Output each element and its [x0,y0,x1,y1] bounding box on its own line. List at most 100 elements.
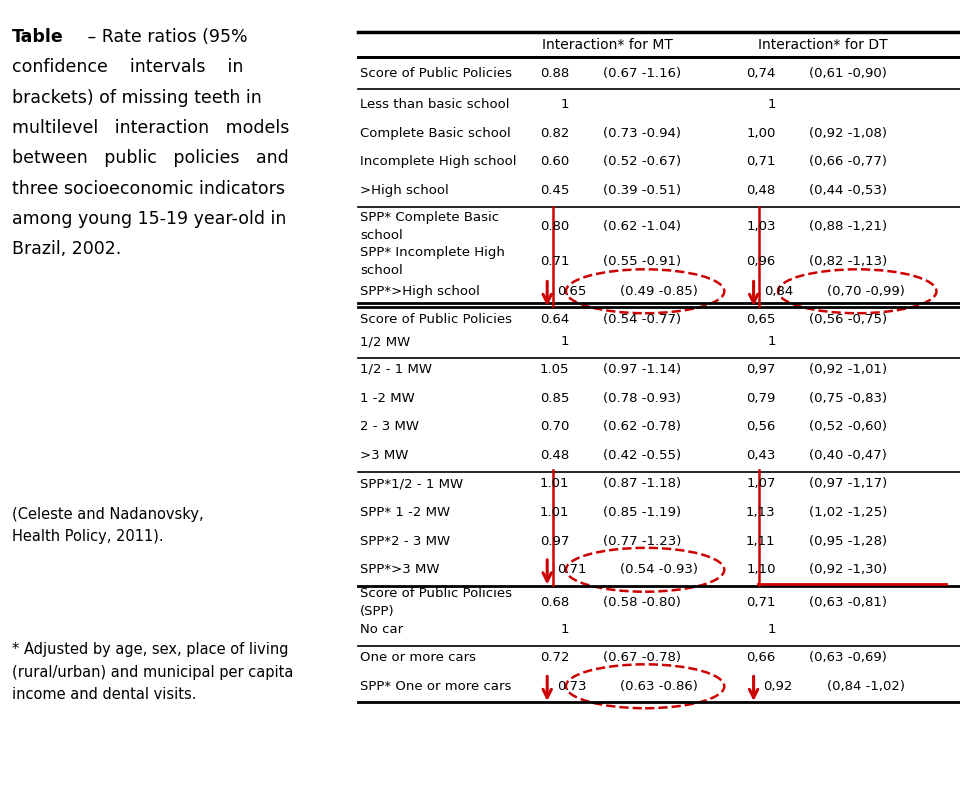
Text: Less than basic school: Less than basic school [360,98,510,111]
Text: (0,56 -0,75): (0,56 -0,75) [809,313,887,326]
Text: Score of Public Policies: Score of Public Policies [360,67,512,80]
Text: 1.01: 1.01 [540,506,569,519]
Text: (0.55 -0.91): (0.55 -0.91) [603,255,681,268]
Text: SPP* One or more cars: SPP* One or more cars [360,680,512,693]
Text: (0.73 -0.94): (0.73 -0.94) [603,127,681,140]
Text: 0.97: 0.97 [540,535,569,547]
Text: 1/2 MW: 1/2 MW [360,335,410,348]
Text: Interaction* for DT: Interaction* for DT [757,38,888,52]
Text: 1: 1 [767,98,776,111]
Text: Score of Public Policies: Score of Public Policies [360,587,512,600]
Text: 0.85: 0.85 [540,392,569,405]
Text: 1: 1 [561,335,569,348]
Text: 0.80: 0.80 [540,220,569,233]
Text: Health Policy, 2011).: Health Policy, 2011). [12,529,163,544]
Text: Brazil, 2002.: Brazil, 2002. [12,240,121,259]
Text: 0.65: 0.65 [557,285,587,298]
Text: Incomplete High school: Incomplete High school [360,156,516,168]
Text: income and dental visits.: income and dental visits. [12,687,196,702]
Text: 0,65: 0,65 [746,313,776,326]
Text: 0,92: 0,92 [763,680,793,693]
Text: 1: 1 [767,335,776,348]
Text: (0.54 -0.93): (0.54 -0.93) [620,563,698,576]
Text: 1,11: 1,11 [746,535,776,547]
Text: (0,88 -1,21): (0,88 -1,21) [809,220,887,233]
Text: 0.73: 0.73 [557,680,587,693]
Text: 1: 1 [561,623,569,636]
Text: (0.42 -0.55): (0.42 -0.55) [603,449,681,462]
Text: 1,10: 1,10 [746,563,776,576]
Text: Interaction* for MT: Interaction* for MT [542,38,673,52]
Text: 1.01: 1.01 [540,477,569,490]
Text: 2 - 3 MW: 2 - 3 MW [360,421,419,433]
Text: brackets) of missing teeth in: brackets) of missing teeth in [12,89,261,107]
Text: 0,74: 0,74 [746,67,776,80]
Text: 0.45: 0.45 [540,184,569,197]
Text: (SPP): (SPP) [360,605,395,618]
Text: school: school [360,264,403,277]
Text: (0.49 -0.85): (0.49 -0.85) [620,285,698,298]
Text: (0,70 -0,99): (0,70 -0,99) [827,285,904,298]
Text: three socioeconomic indicators: three socioeconomic indicators [12,180,284,198]
Text: (0.85 -1.19): (0.85 -1.19) [603,506,681,519]
Text: (0.39 -0.51): (0.39 -0.51) [603,184,681,197]
Text: (0,61 -0,90): (0,61 -0,90) [809,67,887,80]
Text: (rural/urban) and municipal per capita: (rural/urban) and municipal per capita [12,665,293,680]
Text: (0,92 -1,30): (0,92 -1,30) [809,563,887,576]
Text: 0,43: 0,43 [746,449,776,462]
Text: (0,95 -1,28): (0,95 -1,28) [809,535,887,547]
Text: 0.71: 0.71 [540,255,569,268]
Text: * Adjusted by age, sex, place of living: * Adjusted by age, sex, place of living [12,642,288,658]
Text: (0.67 -0.78): (0.67 -0.78) [603,651,681,664]
Text: (0.63 -0.86): (0.63 -0.86) [620,680,698,693]
Text: (0,75 -0,83): (0,75 -0,83) [809,392,887,405]
Text: SPP* 1 -2 MW: SPP* 1 -2 MW [360,506,450,519]
Text: Score of Public Policies: Score of Public Policies [360,313,512,326]
Text: (0.87 -1.18): (0.87 -1.18) [603,477,681,490]
Text: (0,52 -0,60): (0,52 -0,60) [809,421,887,433]
Text: 1 -2 MW: 1 -2 MW [360,392,415,405]
Text: SPP*1/2 - 1 MW: SPP*1/2 - 1 MW [360,477,463,490]
Text: (0.67 -1.16): (0.67 -1.16) [603,67,681,80]
Text: multilevel   interaction   models: multilevel interaction models [12,119,289,137]
Text: (0,40 -0,47): (0,40 -0,47) [809,449,887,462]
Text: (0,66 -0,77): (0,66 -0,77) [809,156,887,168]
Text: 0.48: 0.48 [540,449,569,462]
Text: (Celeste and Nadanovsky,: (Celeste and Nadanovsky, [12,507,204,522]
Text: 0.64: 0.64 [540,313,569,326]
Text: 0,96: 0,96 [747,255,776,268]
Text: 1.05: 1.05 [540,363,569,376]
Text: SPP* Incomplete High: SPP* Incomplete High [360,247,505,259]
Text: 0.82: 0.82 [540,127,569,140]
Text: 0,97: 0,97 [746,363,776,376]
Text: between   public   policies   and: between public policies and [12,149,288,168]
Text: among young 15-19 year-old in: among young 15-19 year-old in [12,210,286,228]
Text: (0,92 -1,08): (0,92 -1,08) [809,127,887,140]
Text: SPP*2 - 3 MW: SPP*2 - 3 MW [360,535,450,547]
Text: 1,03: 1,03 [746,220,776,233]
Text: (1,02 -1,25): (1,02 -1,25) [809,506,888,519]
Text: (0,44 -0,53): (0,44 -0,53) [809,184,887,197]
Text: 0.70: 0.70 [540,421,569,433]
Text: (0,84 -1,02): (0,84 -1,02) [827,680,904,693]
Text: Table: Table [12,28,63,46]
Text: (0.52 -0.67): (0.52 -0.67) [603,156,681,168]
Text: 1,13: 1,13 [746,506,776,519]
Text: 0.72: 0.72 [540,651,569,664]
Text: 0.71: 0.71 [557,563,587,576]
Text: SPP* Complete Basic: SPP* Complete Basic [360,211,499,224]
Text: (0,92 -1,01): (0,92 -1,01) [809,363,887,376]
Text: (0.78 -0.93): (0.78 -0.93) [603,392,681,405]
Text: >3 MW: >3 MW [360,449,408,462]
Text: 1: 1 [767,623,776,636]
Text: 0,48: 0,48 [747,184,776,197]
Text: SPP*>High school: SPP*>High school [360,285,480,298]
Text: 1/2 - 1 MW: 1/2 - 1 MW [360,363,432,376]
Text: (0,97 -1,17): (0,97 -1,17) [809,477,888,490]
Text: (0,82 -1,13): (0,82 -1,13) [809,255,888,268]
Text: 0,79: 0,79 [746,392,776,405]
Text: 0.60: 0.60 [540,156,569,168]
Text: confidence    intervals    in: confidence intervals in [12,58,243,77]
Text: SPP*>3 MW: SPP*>3 MW [360,563,440,576]
Text: (0,63 -0,81): (0,63 -0,81) [809,596,887,609]
